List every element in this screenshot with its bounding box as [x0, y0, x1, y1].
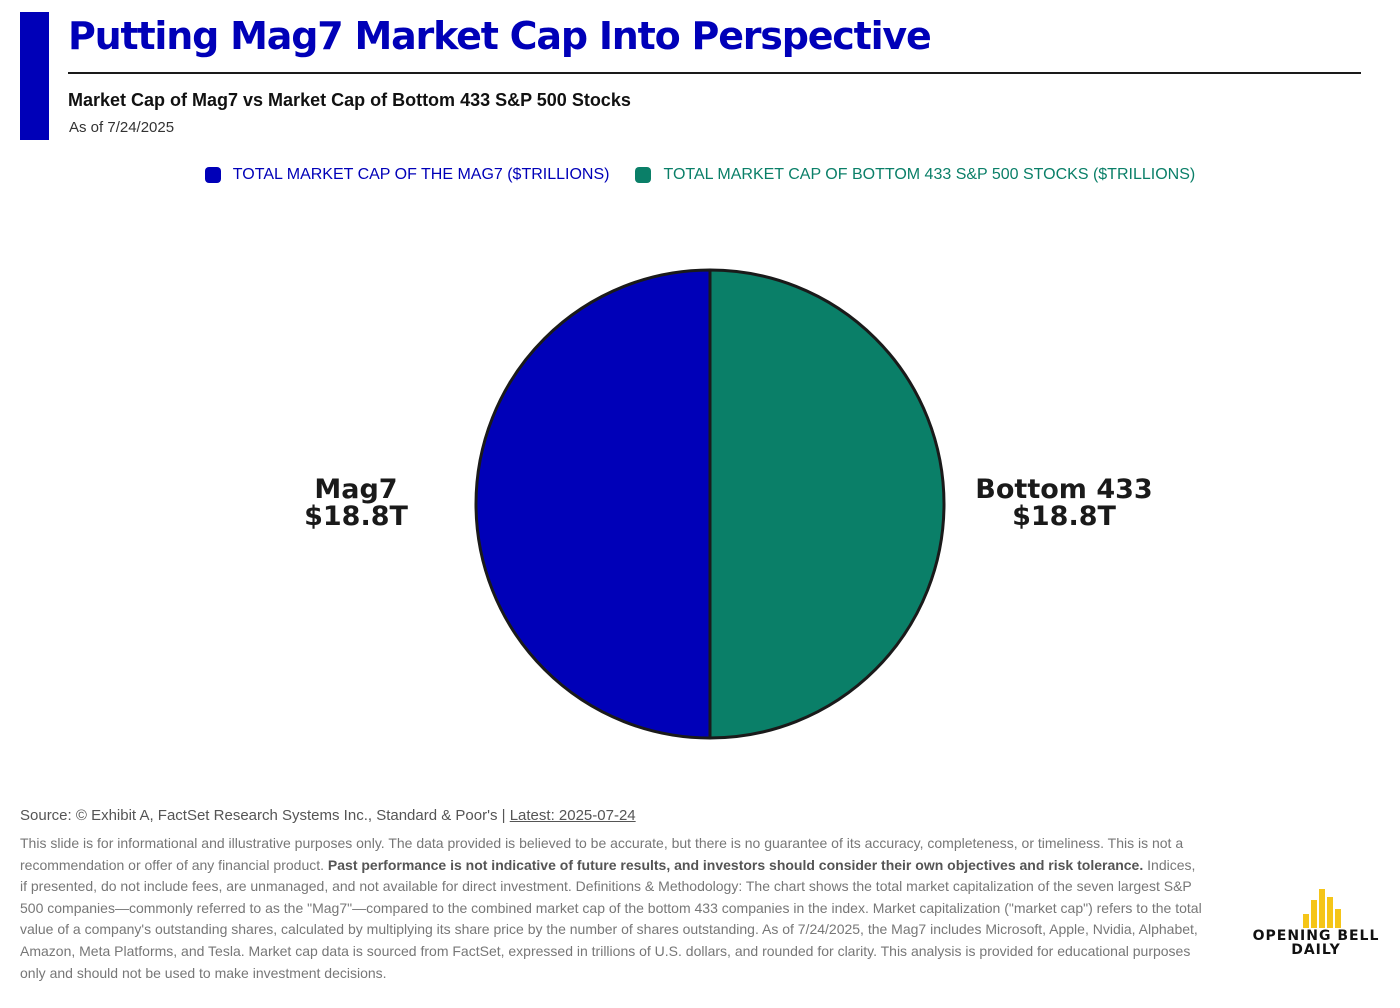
disclaimer-text-2: Indices, if presented, do not include fe…: [20, 856, 1202, 981]
legend-item-bottom-433: TOTAL MARKET CAP OF BOTTOM 433 S&P 500 S…: [635, 166, 1195, 184]
legend-swatch-mag7: [204, 167, 221, 183]
opening-bell-daily-logo: OPENING BELL DAILY: [1252, 885, 1380, 960]
slice-label-bottom-433: Bottom 433 $18.8T: [975, 474, 1152, 532]
page-title: Putting Mag7 Market Cap Into Perspective: [68, 14, 932, 58]
slice-value: $18.8T: [304, 501, 408, 532]
disclaimer: This slide is for informational and illu…: [20, 833, 1205, 984]
logo-line-2: DAILY: [1291, 942, 1341, 958]
logo-text: OPENING BELL DAILY: [1252, 929, 1380, 957]
slice-name: Mag7: [314, 474, 397, 505]
slice-label-mag7: Mag7 $18.8T: [304, 474, 408, 532]
as-of-date: As of 7/24/2025: [69, 119, 175, 136]
legend-item-mag7: TOTAL MARKET CAP OF THE MAG7 ($TRILLIONS…: [204, 166, 610, 184]
bar-chart-logo-icon: [1303, 889, 1341, 928]
pie-slices: [474, 268, 946, 740]
slice-value: $18.8T: [1012, 501, 1116, 532]
chart-legend: TOTAL MARKET CAP OF THE MAG7 ($TRILLIONS…: [0, 166, 1400, 184]
legend-swatch-bottom-433: [635, 167, 652, 183]
disclaimer-bold: Past performance is not indicative of fu…: [327, 856, 1144, 873]
source-line: Source: © Exhibit A, FactSet Research Sy…: [20, 807, 636, 824]
accent-bar: [20, 12, 49, 140]
pie-slice-bottom-433: [708, 268, 946, 740]
legend-label-bottom-433: TOTAL MARKET CAP OF BOTTOM 433 S&P 500 S…: [663, 166, 1196, 183]
slice-name: Bottom 433: [975, 474, 1152, 505]
legend-label-mag7: TOTAL MARKET CAP OF THE MAG7 ($TRILLIONS…: [232, 166, 610, 183]
logo-line-1: OPENING BELL: [1252, 928, 1380, 944]
disclaimer-text-1: This slide is for informational and illu…: [20, 835, 1184, 873]
title-divider: [68, 72, 1361, 74]
source-text: Source: © Exhibit A, FactSet Research Sy…: [20, 807, 510, 824]
chart-subtitle: Market Cap of Mag7 vs Market Cap of Bott…: [68, 90, 631, 110]
pie-slice-mag7: [474, 268, 712, 740]
latest-date-link[interactable]: Latest: 2025-07-24: [509, 807, 636, 824]
